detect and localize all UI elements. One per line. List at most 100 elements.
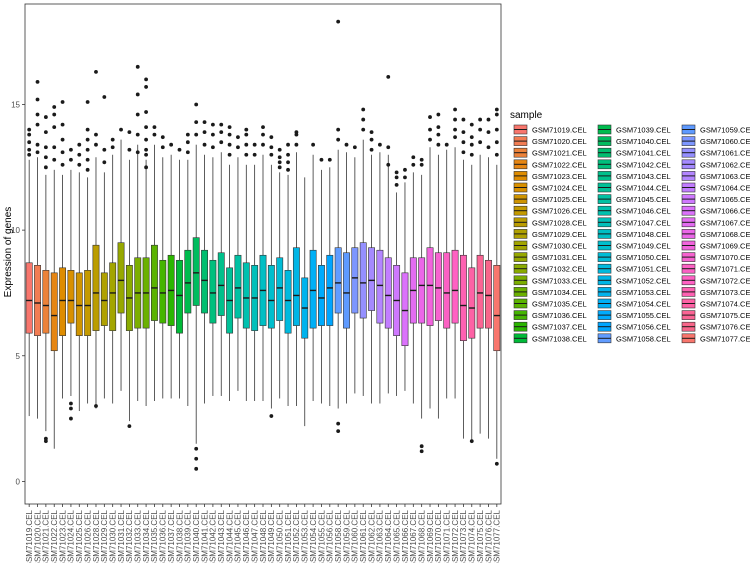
legend-item: GSM71040.CEL [597, 136, 671, 146]
legend-title: sample [510, 110, 543, 121]
x-tick-label: GSM71077.CEL [493, 509, 502, 563]
box-group [292, 130, 300, 407]
outlier-point [194, 446, 199, 451]
outlier-point [469, 135, 474, 140]
box-group [251, 142, 259, 401]
legend-item: GSM71021.CEL [513, 147, 587, 158]
outlier-point [361, 127, 366, 132]
box-iqr [485, 259, 492, 329]
outlier-point [252, 152, 257, 157]
x-tick-label: GSM71072.CEL [451, 509, 460, 563]
box-iqr [476, 254, 484, 329]
x-tick-label: GSM71055.CEL [317, 509, 326, 563]
outlier-point [135, 132, 140, 137]
legend-item: GSM71041.CEL [597, 147, 671, 158]
outlier-point [469, 439, 474, 444]
legend-label: GSM71050.CEL [616, 253, 671, 262]
legend-item: GSM71067.CEL [681, 217, 750, 227]
legend-label: GSM71048.CEL [616, 230, 671, 239]
legend-item: GSM71070.CEL [681, 252, 750, 262]
legend-item: GSM71077.CEL [681, 333, 750, 343]
box-group [267, 135, 275, 418]
box-group [209, 122, 217, 396]
box-iqr [92, 244, 100, 331]
outlier-point [494, 127, 499, 132]
outlier-point [160, 135, 165, 140]
outlier-point [194, 132, 199, 137]
box-group [351, 145, 359, 394]
legend-label: GSM71035.CEL [532, 300, 587, 309]
box-group [334, 19, 342, 434]
box-iqr [493, 265, 501, 352]
box-group [84, 100, 92, 404]
box-group [301, 177, 309, 427]
outlier-point [27, 132, 32, 137]
outlier-point [411, 162, 416, 167]
x-tick-label: GSM71058.CEL [334, 509, 343, 563]
x-tick-label: GSM71044.CEL [225, 509, 234, 563]
box-iqr [426, 247, 434, 326]
outlier-point [494, 152, 499, 157]
legend-label: GSM71060.CEL [700, 137, 750, 146]
outlier-point [336, 421, 341, 426]
box-iqr [184, 249, 192, 314]
x-tick-label: GSM71031.CEL [117, 509, 126, 563]
legend-label: GSM71033.CEL [532, 276, 587, 285]
outlier-point [286, 167, 290, 172]
legend-label: GSM71053.CEL [616, 288, 671, 297]
x-tick-label: GSM71032.CEL [125, 509, 134, 563]
box-iqr [267, 265, 275, 329]
outlier-point [486, 117, 491, 122]
legend-label: GSM71039.CEL [616, 126, 671, 135]
outlier-point [135, 64, 140, 69]
x-tick-label: GSM71061.CEL [359, 509, 368, 563]
outlier-point [386, 74, 391, 79]
outlier-point [185, 132, 190, 137]
x-tick-label: GSM71041.CEL [200, 509, 209, 563]
outlier-point [436, 132, 441, 137]
legend-item: GSM71051.CEL [597, 263, 671, 274]
legend-label: GSM71077.CEL [700, 334, 750, 343]
outlier-point [461, 140, 466, 145]
outlier-point [244, 132, 249, 137]
legend-item: GSM71049.CEL [597, 240, 671, 251]
outlier-point [35, 112, 40, 117]
legend-item: GSM71059.CEL [681, 124, 750, 135]
legend-item: GSM71065.CEL [681, 194, 750, 204]
legend-label: GSM71047.CEL [616, 218, 671, 227]
outlier-point [394, 170, 399, 175]
legend-label: GSM71070.CEL [700, 253, 750, 262]
x-tick-label: GSM71048.CEL [259, 509, 268, 563]
outlier-point [194, 466, 199, 471]
outlier-point [60, 150, 65, 155]
outlier-point [352, 145, 357, 150]
box-iqr [217, 252, 225, 316]
legend-label: GSM71037.CEL [532, 323, 587, 332]
x-tick-label: GSM71070.CEL [434, 509, 443, 563]
legend-item: GSM71030.CEL [513, 240, 587, 251]
box-group [418, 157, 426, 454]
outlier-point [52, 112, 57, 117]
outlier-point [43, 165, 48, 170]
outlier-point [394, 175, 399, 180]
legend-label: GSM71034.CEL [532, 288, 587, 297]
x-tick-label: GSM71051.CEL [284, 509, 293, 563]
x-tick-label: GSM71066.CEL [401, 509, 410, 563]
outlier-point [227, 152, 232, 157]
box-iqr [292, 247, 300, 326]
x-tick-label: GSM71069.CEL [426, 509, 435, 563]
outlier-point [286, 142, 290, 147]
outlier-point [369, 130, 374, 135]
outlier-point [127, 130, 132, 135]
x-tick-label: GSM71021.CEL [42, 509, 51, 563]
legend-label: GSM71054.CEL [616, 300, 671, 309]
legend-item: GSM71071.CEL [681, 263, 750, 274]
box-group [368, 130, 375, 404]
legend-item: GSM71029.CEL [513, 229, 587, 239]
legend-label: GSM71045.CEL [616, 195, 671, 204]
box-iqr [384, 257, 392, 329]
box-group [59, 100, 67, 399]
box-group [109, 137, 117, 404]
outlier-point [85, 127, 90, 132]
x-tick-label: GSM71062.CEL [367, 509, 376, 563]
